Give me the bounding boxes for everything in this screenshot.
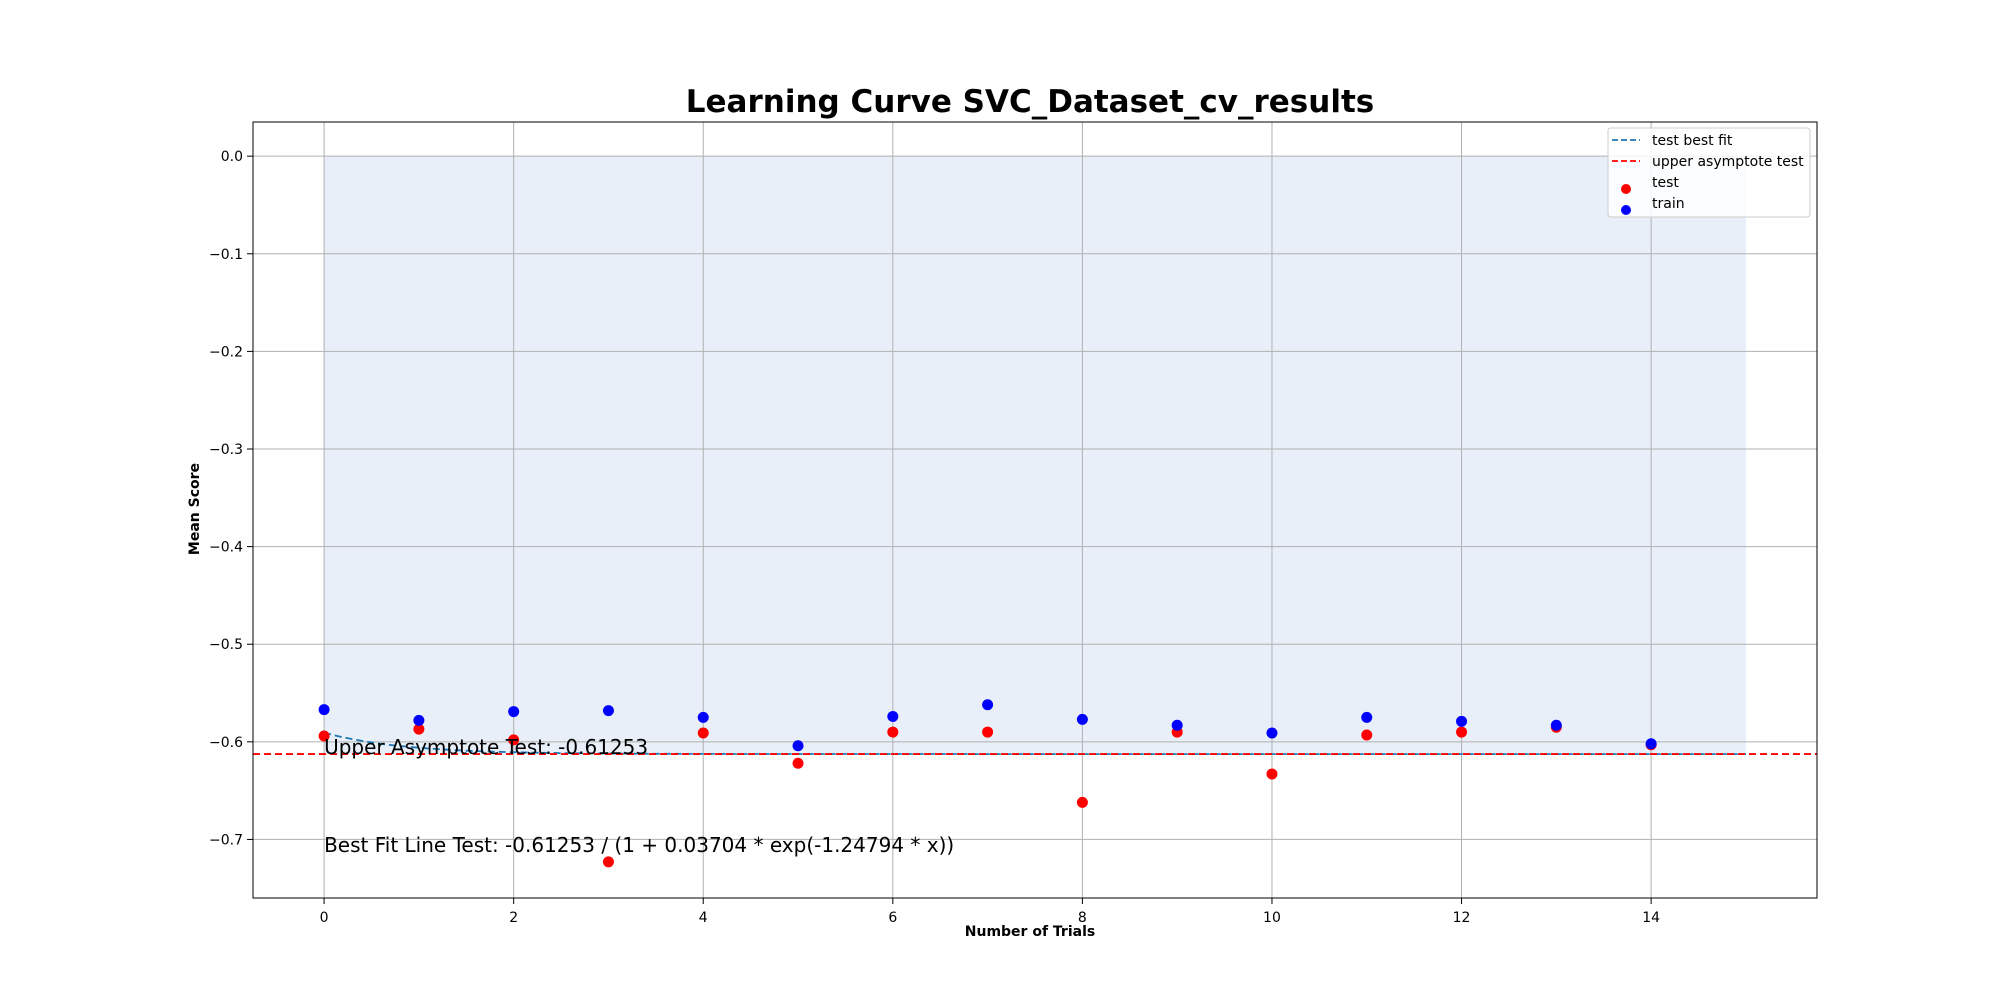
test-point (318, 730, 330, 742)
train-point (508, 706, 520, 718)
legend-box (1607, 127, 1811, 218)
train-point (792, 740, 804, 752)
x-axis-ticks: 0 2 4 6 8 10 12 14 (320, 898, 1660, 926)
series-layer (253, 699, 1817, 868)
x-tick-label: 0 (320, 910, 329, 926)
test-point (508, 734, 520, 746)
test-point (792, 757, 804, 769)
x-tick-label: 8 (1078, 910, 1087, 926)
train-point (413, 714, 425, 726)
train-point (1456, 715, 1468, 727)
y-axis-label: Mean Score (187, 463, 203, 555)
train-point (1171, 719, 1183, 731)
legend-label: test best fit (1652, 133, 1733, 149)
y-tick-label: −0.1 (209, 247, 243, 263)
test-point (1076, 796, 1088, 808)
test-point (1361, 729, 1373, 741)
train-point (697, 711, 709, 723)
train-point (1266, 727, 1278, 739)
test-point (413, 723, 425, 735)
train-point (1076, 713, 1088, 725)
y-tick-label: −0.4 (209, 540, 243, 556)
legend-marker (1621, 205, 1631, 215)
x-tick-label: 12 (1453, 910, 1471, 926)
train-point (1550, 719, 1562, 731)
train-point (982, 699, 994, 711)
legend-marker (1621, 184, 1631, 194)
test-point (1456, 726, 1468, 738)
x-tick-label: 10 (1263, 910, 1281, 926)
legend: test best fit upper asymptote test test tra… (1607, 127, 1811, 218)
x-tick-label: 14 (1642, 910, 1660, 926)
legend-label: train (1652, 196, 1685, 212)
legend-label: test (1652, 175, 1679, 191)
plot-frame (252, 121, 1818, 899)
train-point (1645, 738, 1657, 750)
asymptote-shaded-region (324, 156, 1746, 755)
y-tick-label: −0.3 (209, 442, 243, 458)
train-point (602, 705, 614, 717)
x-tick-label: 6 (888, 910, 897, 926)
y-tick-label: −0.5 (209, 637, 243, 653)
x-axis-label: Number of Trials (965, 924, 1095, 940)
grid-lines (253, 122, 1817, 898)
test-point (697, 727, 709, 739)
test-point (887, 726, 899, 738)
test-point (602, 856, 614, 868)
y-tick-label: −0.6 (209, 735, 243, 751)
x-tick-label: 2 (509, 910, 518, 926)
y-axis-ticks: 0.0 −0.1 −0.2 −0.3 −0.4 −0.5 −0.6 −0.7 (209, 149, 253, 848)
annotation-text: Upper Asymptote Test: -0.61253 (324, 735, 648, 759)
annotations: Upper Asymptote Test: -0.61253 Best Fit L… (324, 735, 954, 857)
train-point (318, 704, 330, 716)
y-tick-label: 0.0 (221, 149, 243, 165)
train-point (887, 710, 899, 722)
y-tick-label: −0.2 (209, 344, 243, 360)
x-tick-label: 4 (699, 910, 708, 926)
annotation-text: Best Fit Line Test: -0.61253 / (1 + 0.03… (324, 833, 954, 857)
legend-label: upper asymptote test (1652, 154, 1804, 170)
test-point (982, 726, 994, 738)
y-tick-label: −0.7 (209, 832, 243, 848)
train-point (1361, 711, 1373, 723)
test-point (1266, 768, 1278, 780)
chart-title: Learning Curve SVC_Dataset_cv_results (686, 84, 1374, 120)
